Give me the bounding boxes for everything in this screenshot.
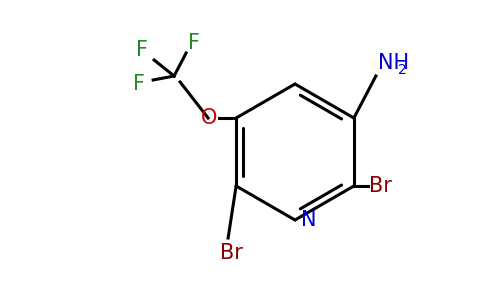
Text: Br: Br xyxy=(220,243,242,263)
Text: F: F xyxy=(136,40,148,60)
Text: NH: NH xyxy=(378,53,409,73)
Text: F: F xyxy=(188,33,200,53)
Text: Br: Br xyxy=(369,176,392,196)
Text: F: F xyxy=(133,74,145,94)
Text: 2: 2 xyxy=(398,63,407,77)
Text: O: O xyxy=(201,108,217,128)
Text: N: N xyxy=(301,210,317,230)
